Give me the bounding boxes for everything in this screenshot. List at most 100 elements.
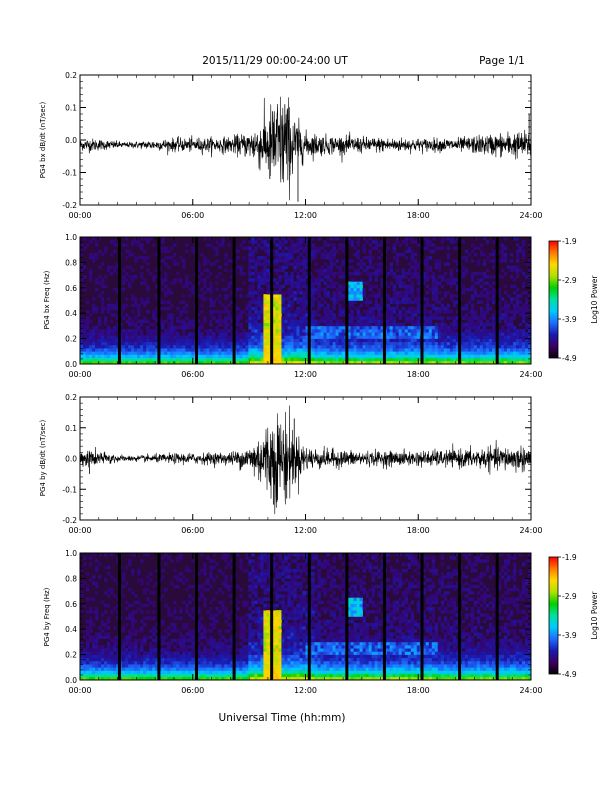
spectrogram-cell [128,616,132,620]
spectrogram-cell [173,335,177,339]
spectrogram-cell [467,335,472,339]
spectrogram-cell [260,341,264,346]
spectrogram-cell [461,357,466,362]
spectrogram-cell [374,322,378,327]
spectrogram-cell [524,344,529,349]
spectrogram-cell [161,319,165,324]
spectrogram-cell [374,294,378,298]
spectrogram-cell [338,354,342,358]
spectrogram-cell [128,319,132,324]
spectrogram-cell [299,322,303,327]
spectrogram-cell [266,243,270,247]
spectrogram-cell [89,597,93,601]
spectrogram-cell [296,313,300,317]
spectrogram-cell [257,271,261,276]
spectrogram-cell [287,360,291,365]
spectrogram-cell [311,284,315,289]
spectrogram-cell [173,638,177,643]
spectrogram-cell [155,568,159,573]
spectrogram-cell [497,360,502,365]
spectrogram-cell [431,303,436,308]
spectrogram-cell [92,332,96,336]
spectrogram-cell [179,354,183,358]
spectrogram-cell [113,332,117,336]
spectrogram-cell [476,332,481,336]
spectrogram-cell [293,344,297,349]
spectrogram-cell [164,648,168,652]
spectrogram-cell [449,294,454,298]
spectrogram-cell [329,297,333,301]
spectrogram-cell [275,325,279,330]
spectrogram-cell [425,322,430,327]
spectrogram-cell [272,341,276,346]
spectrogram-cell [257,354,261,358]
spectrogram-cell [245,294,249,298]
spectrogram-cell [140,322,144,327]
spectrogram-cell [368,284,372,289]
spectrogram-cell [143,676,147,681]
spectrogram-cell [356,237,360,241]
spectrogram-cell [518,306,523,311]
spectrogram-cell [296,290,300,295]
spectrogram-cell [272,284,276,289]
spectrogram-cell [83,670,87,674]
spectrogram-cell [95,651,99,655]
spectrogram-cell [431,325,436,330]
spectrogram-cell [425,246,430,250]
spectrogram-cell [428,357,433,362]
spectrogram-cell [152,654,156,659]
spectrogram-cell [137,648,141,652]
spectrogram-cell [248,303,252,308]
spectrogram-cell [257,360,261,365]
spectrogram-cell [515,332,520,336]
spectrogram-cell [428,287,433,292]
spectrogram-cell [455,284,460,289]
spectrogram-cell [179,660,183,665]
spectrogram-cell [311,294,315,298]
spectrogram-cell [368,319,372,324]
spectrogram-cell [167,348,171,352]
spectrogram-cell [515,354,520,358]
spectrogram-cell [155,660,159,665]
spectrogram-cell [236,332,240,336]
spectrogram-cell [512,325,517,330]
spectrogram-cell [371,316,375,320]
spectrogram-cell [89,252,93,257]
spectrogram-cell [401,322,406,327]
spectrogram-cell [149,341,153,346]
spectrogram-cell [227,294,231,298]
spectrogram-cell [125,606,129,611]
spectrogram-cell [350,322,354,327]
spectrogram-cell [359,271,363,276]
spectrogram-cell [155,667,159,671]
trace-line [79,405,532,515]
spectrogram-cell [413,271,418,276]
spectrogram-cell [527,294,532,298]
spectrogram-cell [182,335,186,339]
spectrogram-cell [281,252,285,257]
spectrogram-cell [416,294,421,298]
spectrogram-cell [242,360,246,365]
spectrogram-cell [224,256,228,260]
spectrogram-cell [125,256,129,260]
spectrogram-cell [224,329,228,333]
spectrogram-cell [341,262,345,266]
spectrogram-cell [125,664,129,668]
spectrogram-cell [104,275,108,279]
spectrogram-cell [398,313,403,317]
spectrogram-cell [167,249,171,254]
spectrogram-cell [80,348,84,352]
spectrogram-cell [167,351,171,355]
spectrogram-cell [254,332,258,336]
spectrogram-cell [128,559,132,563]
colorbar-tick-label: -4.9 [562,354,577,363]
spectrogram-cell [299,332,303,336]
spectrogram-cell [173,651,177,655]
spectrogram-cell [302,310,306,314]
spectrogram-cell [428,303,433,308]
spectrogram-cell [107,619,111,624]
spectrogram-cell [101,290,105,295]
spectrogram-cell [446,344,451,349]
spectrogram-cell [86,310,90,314]
spectrogram-cell [485,360,490,365]
